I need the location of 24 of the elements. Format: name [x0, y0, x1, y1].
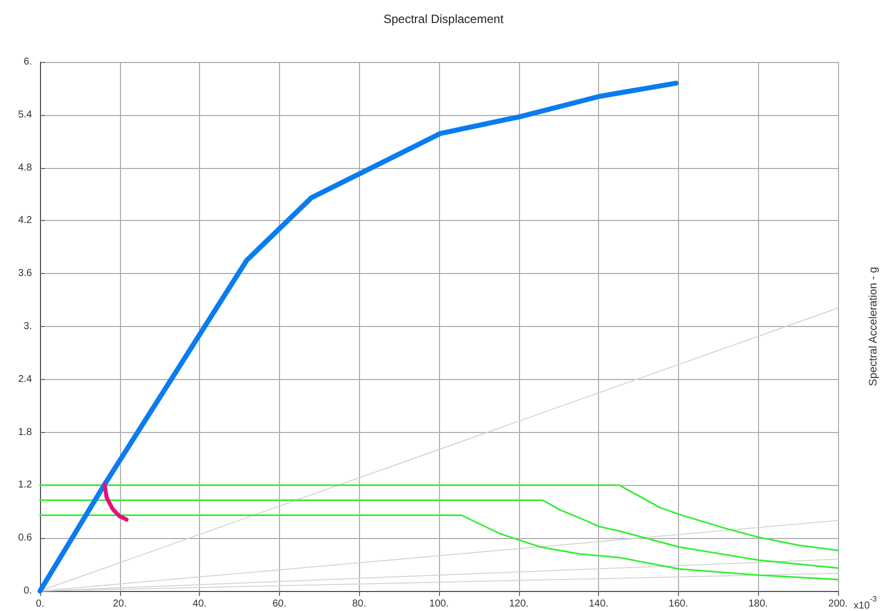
- y-tick-label: 1.8: [18, 426, 32, 438]
- y-tick-label: 3.6: [18, 268, 32, 280]
- y-tick-label: 2.4: [18, 374, 32, 385]
- x-tick-label: 20.: [112, 598, 127, 610]
- y-tick-label: 6.: [24, 56, 32, 68]
- x-tick-label: 80.: [352, 598, 366, 610]
- x-tick-label: 0.: [36, 598, 44, 610]
- x-tick-label: 200.: [828, 598, 848, 610]
- y-tick-label: 0.6: [18, 532, 32, 544]
- x-tick-label: 160.: [668, 598, 688, 610]
- y2-axis-title: Spectral Acceleration - g: [868, 266, 880, 386]
- y-tick-label: 4.8: [18, 162, 32, 174]
- x-tick-label: 100.: [429, 598, 449, 610]
- x-tick-label: 60.: [272, 598, 286, 610]
- y-tick-label: 4.2: [18, 215, 32, 226]
- y-tick-label: 3.: [24, 321, 32, 332]
- chart-title: Spectral Displacement: [383, 12, 504, 26]
- y-tick-label: 5.4: [18, 109, 32, 120]
- x-tick-label: 120.: [509, 598, 529, 610]
- y-tick-label: 1.2: [18, 480, 32, 491]
- x-tick-label: 40.: [192, 598, 207, 610]
- y-tick-label: 0.: [24, 586, 32, 596]
- x-tick-label: 180.: [748, 598, 768, 610]
- x-tick-label: 140.: [588, 598, 608, 610]
